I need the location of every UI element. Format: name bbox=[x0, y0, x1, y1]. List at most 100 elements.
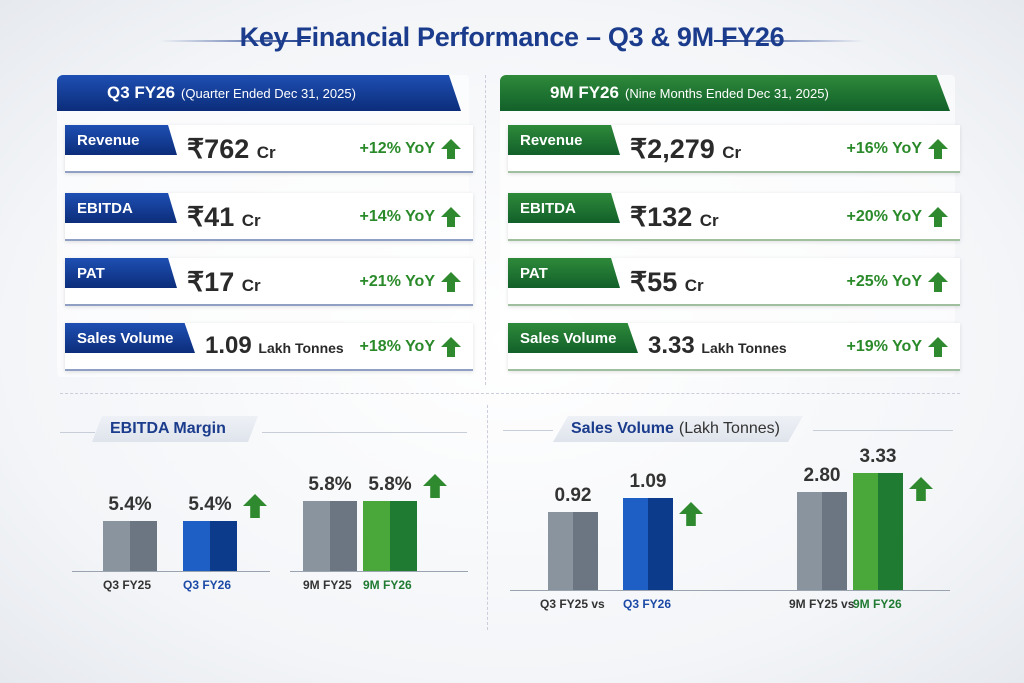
chart-baseline bbox=[290, 571, 468, 572]
kpi-row-sales-volume: Sales Volume 1.09 Lakh Tonnes +18% YoY bbox=[65, 323, 473, 371]
bar-value-label: 5.8% bbox=[308, 474, 352, 495]
up-arrow-icon bbox=[909, 477, 933, 501]
chart-baseline bbox=[72, 571, 270, 572]
kpi-yoy-text: +21% YoY bbox=[359, 273, 435, 290]
x-tick-label: 9M FY25 bbox=[303, 578, 352, 592]
bar-9m-fy26 bbox=[363, 501, 417, 571]
kpi-row-pat: PAT ₹17 Cr +21% YoY bbox=[65, 258, 473, 306]
kpi-value: 3.33 Lakh Tonnes bbox=[648, 332, 787, 360]
kpi-value: ₹55 Cr bbox=[630, 267, 704, 298]
up-arrow-icon bbox=[928, 272, 948, 292]
bar-value-label: 5.8% bbox=[368, 474, 412, 495]
kpi-value-unit: Cr bbox=[699, 211, 719, 230]
kpi-value-unit: Lakh Tonnes bbox=[258, 340, 344, 356]
x-tick-label: Q3 FY25 vs bbox=[540, 597, 605, 611]
up-arrow-icon bbox=[441, 272, 461, 292]
sales-volume-title-note: (Lakh Tonnes) bbox=[678, 420, 780, 437]
kpi-value-number: 3.33 bbox=[648, 332, 695, 359]
kpi-yoy: +20% YoY bbox=[847, 207, 948, 227]
up-arrow-icon bbox=[441, 139, 461, 159]
title-rule-left bbox=[160, 40, 310, 42]
rule bbox=[503, 430, 553, 431]
rule bbox=[813, 430, 953, 431]
q3-header-subtitle: (Quarter Ended Dec 31, 2025) bbox=[181, 85, 356, 101]
x-tick-text: Q3 FY25 bbox=[540, 597, 589, 611]
bar-value-label: 1.09 bbox=[629, 471, 667, 492]
page-title: Key Financial Performance – Q3 & 9M FY26 bbox=[239, 22, 785, 52]
kpi-label: Revenue bbox=[508, 125, 620, 155]
kpi-row-sales-volume: Sales Volume 3.33 Lakh Tonnes +19% YoY bbox=[508, 323, 960, 371]
kpi-value-unit: Cr bbox=[684, 276, 704, 295]
kpi-value: ₹2,279 Cr bbox=[630, 134, 741, 165]
kpi-yoy: +19% YoY bbox=[847, 337, 948, 357]
kpi-yoy: +14% YoY bbox=[360, 207, 461, 227]
ebitda-margin-title: EBITDA Margin bbox=[92, 416, 258, 442]
x-tick-text: Q3 FY25 bbox=[103, 578, 152, 592]
kpi-value-number: ₹2,279 bbox=[630, 134, 715, 164]
vs-text: vs bbox=[591, 597, 605, 611]
up-arrow-icon bbox=[441, 337, 461, 357]
kpi-row-revenue: Revenue ₹762 Cr +12% YoY bbox=[65, 125, 473, 173]
kpi-label: Sales Volume bbox=[65, 323, 195, 353]
rule bbox=[60, 432, 95, 433]
kpi-value: ₹17 Cr bbox=[187, 267, 261, 298]
bar-value-label: 5.4% bbox=[188, 494, 232, 515]
vs-text: vs bbox=[841, 597, 855, 611]
nm-header: 9M FY26 (Nine Months Ended Dec 31, 2025) bbox=[500, 75, 950, 111]
kpi-label: EBITDA bbox=[508, 193, 620, 223]
bar-9m-fy25 bbox=[303, 501, 357, 571]
x-tick-label: 9M FY25 vs bbox=[789, 597, 854, 611]
panel-divider bbox=[485, 75, 486, 385]
q3-header: Q3 FY26 (Quarter Ended Dec 31, 2025) bbox=[57, 75, 461, 111]
kpi-yoy-text: +12% YoY bbox=[359, 140, 435, 157]
x-tick-text: 9M FY25 bbox=[303, 578, 352, 592]
kpi-value-number: 1.09 bbox=[205, 332, 252, 359]
x-tick-label: Q3 FY25 bbox=[103, 578, 151, 592]
up-arrow-icon bbox=[679, 502, 703, 526]
kpi-row-pat: PAT ₹55 Cr +25% YoY bbox=[508, 258, 960, 306]
bar-value-label: 0.92 bbox=[554, 485, 592, 507]
kpi-label: PAT bbox=[65, 258, 177, 288]
kpi-row-ebitda: EBITDA ₹41 Cr +14% YoY bbox=[65, 193, 473, 241]
x-tick-label: 9M FY26 bbox=[853, 597, 902, 611]
up-arrow-icon bbox=[928, 139, 948, 159]
kpi-yoy: +25% YoY bbox=[847, 272, 948, 292]
chart-baseline bbox=[510, 590, 950, 591]
ebitda-margin-title-text: EBITDA Margin bbox=[110, 420, 226, 437]
bar-value-label: 2.80 bbox=[803, 464, 841, 486]
kpi-yoy: +12% YoY bbox=[360, 139, 461, 159]
x-tick-text: 9M FY26 bbox=[853, 597, 902, 611]
kpi-value: ₹132 Cr bbox=[630, 202, 719, 233]
x-tick-label: Q3 FY26 bbox=[623, 597, 671, 611]
sales-volume-title-text: Sales Volume bbox=[571, 420, 674, 437]
nm-header-subtitle: (Nine Months Ended Dec 31, 2025) bbox=[624, 85, 829, 101]
bar-value-label: 3.33 bbox=[859, 446, 897, 467]
kpi-yoy-text: +20% YoY bbox=[846, 208, 922, 225]
kpi-label: Revenue bbox=[65, 125, 177, 155]
kpi-yoy-text: +25% YoY bbox=[846, 273, 922, 290]
kpi-value-unit: Cr bbox=[256, 143, 276, 162]
kpi-value-unit: Lakh Tonnes bbox=[701, 340, 787, 356]
bar-q3-fy25 bbox=[548, 512, 598, 590]
nm-header-title: 9M FY26 bbox=[550, 83, 619, 102]
kpi-yoy: +18% YoY bbox=[360, 337, 461, 357]
kpi-row-revenue: Revenue ₹2,279 Cr +16% YoY bbox=[508, 125, 960, 173]
kpi-value-number: ₹41 bbox=[187, 202, 235, 232]
sales-volume-title: Sales Volume (Lakh Tonnes) bbox=[553, 416, 803, 442]
kpi-label: Sales Volume bbox=[508, 323, 638, 353]
bar-9m-fy25 bbox=[797, 491, 847, 590]
x-tick-label: Q3 FY26 bbox=[183, 578, 231, 592]
x-tick-text: Q3 FY26 bbox=[623, 597, 672, 611]
kpi-value-unit: Cr bbox=[722, 143, 742, 162]
section-divider bbox=[60, 393, 960, 394]
kpi-value-unit: Cr bbox=[241, 276, 261, 295]
kpi-value-number: ₹17 bbox=[187, 267, 235, 297]
bar-value-label: 5.4% bbox=[108, 494, 152, 515]
kpi-yoy-text: +19% YoY bbox=[846, 338, 922, 355]
kpi-yoy-text: +14% YoY bbox=[359, 208, 435, 225]
kpi-value-number: ₹132 bbox=[630, 202, 693, 232]
kpi-value-number: ₹55 bbox=[630, 267, 678, 297]
x-tick-text: 9M FY25 bbox=[789, 597, 838, 611]
up-arrow-icon bbox=[928, 207, 948, 227]
bar-q3-fy26 bbox=[183, 521, 237, 571]
